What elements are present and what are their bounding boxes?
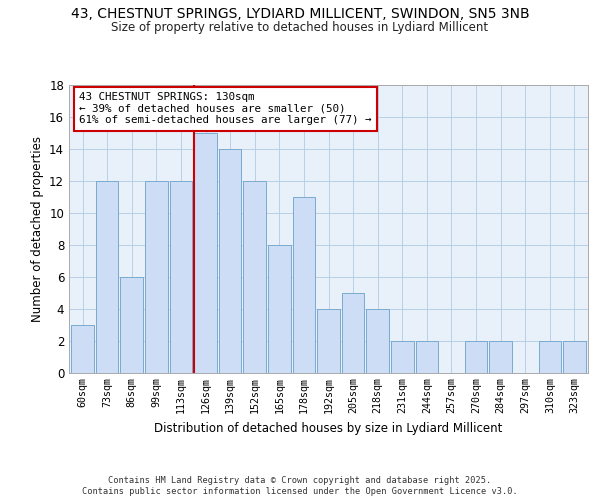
Bar [96, 181, 118, 372]
Bar [268, 244, 290, 372]
Bar [416, 340, 438, 372]
Bar [317, 308, 340, 372]
Bar [71, 324, 94, 372]
Bar [563, 340, 586, 372]
Text: 43 CHESTNUT SPRINGS: 130sqm
← 39% of detached houses are smaller (50)
61% of sem: 43 CHESTNUT SPRINGS: 130sqm ← 39% of det… [79, 92, 372, 126]
Bar [465, 340, 487, 372]
Bar [194, 133, 217, 372]
Bar [342, 292, 364, 372]
Bar [391, 340, 413, 372]
Text: 43, CHESTNUT SPRINGS, LYDIARD MILLICENT, SWINDON, SN5 3NB: 43, CHESTNUT SPRINGS, LYDIARD MILLICENT,… [71, 8, 529, 22]
Bar [219, 149, 241, 372]
Bar [244, 181, 266, 372]
Y-axis label: Number of detached properties: Number of detached properties [31, 136, 44, 322]
Text: Size of property relative to detached houses in Lydiard Millicent: Size of property relative to detached ho… [112, 21, 488, 34]
Bar [145, 181, 167, 372]
Text: Contains HM Land Registry data © Crown copyright and database right 2025.: Contains HM Land Registry data © Crown c… [109, 476, 491, 485]
Bar [539, 340, 561, 372]
Bar [121, 276, 143, 372]
Text: Contains public sector information licensed under the Open Government Licence v3: Contains public sector information licen… [82, 487, 518, 496]
Bar [490, 340, 512, 372]
Bar [367, 308, 389, 372]
Bar [170, 181, 192, 372]
Bar [293, 197, 315, 372]
X-axis label: Distribution of detached houses by size in Lydiard Millicent: Distribution of detached houses by size … [154, 422, 503, 434]
